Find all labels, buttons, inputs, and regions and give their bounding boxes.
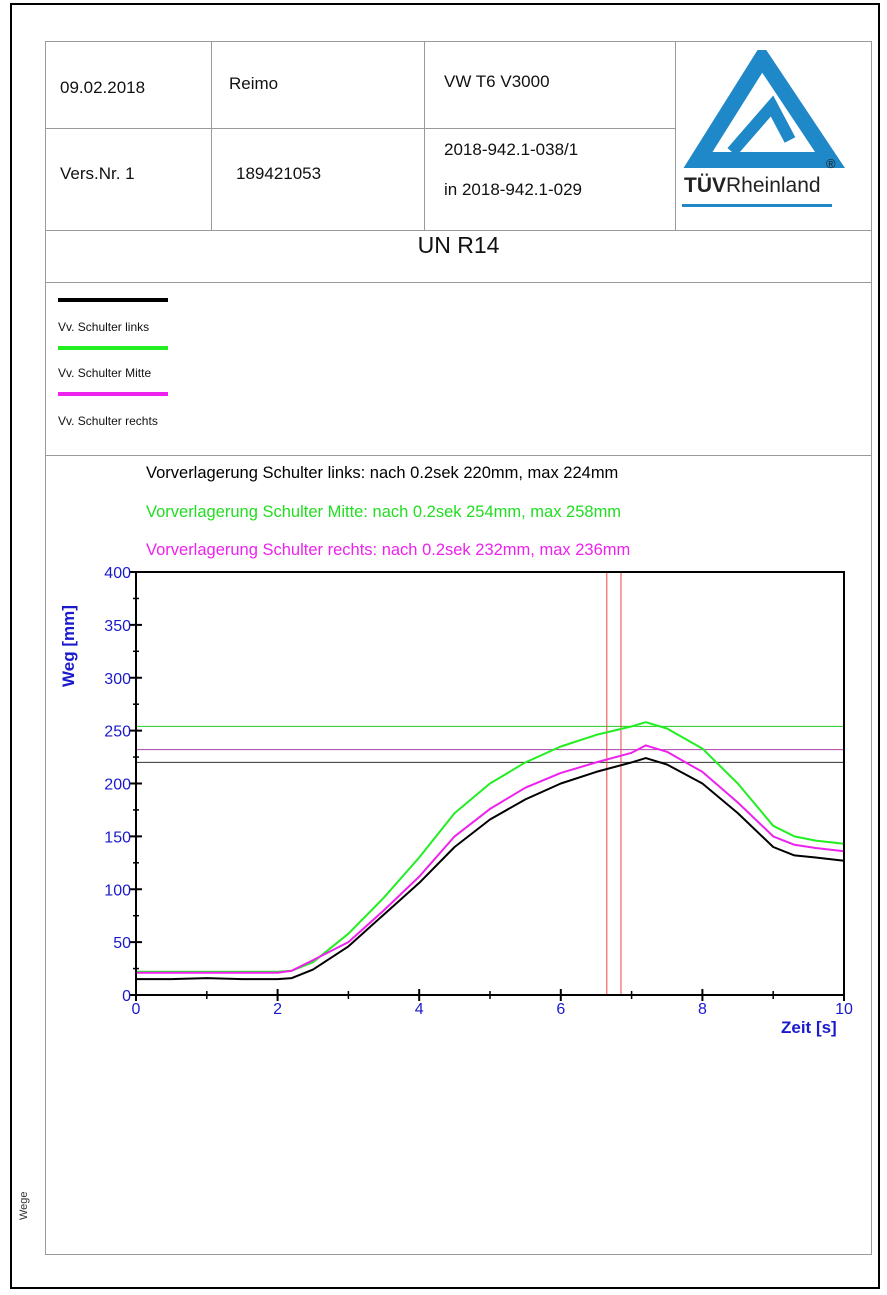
header-divider <box>46 128 675 129</box>
report-title: UN R14 <box>417 232 500 258</box>
y-axis-label: Weg [mm] <box>59 605 78 687</box>
x-tick-label: 0 <box>132 1001 141 1018</box>
stat-links: Vorverlagerung Schulter links: nach 0.2s… <box>146 464 619 482</box>
side-label: Wege <box>18 1191 30 1220</box>
series-line-1 <box>136 721 845 973</box>
x-tick-label: 6 <box>556 1001 565 1018</box>
header-divider <box>46 282 871 283</box>
logo-text: Rheinland <box>726 174 821 197</box>
y-tick-label: 400 <box>104 565 131 582</box>
y-tick-label: 350 <box>104 618 131 635</box>
tuv-triangle-icon <box>683 43 845 168</box>
legend-line-links <box>58 298 168 302</box>
header-divider <box>424 42 425 230</box>
y-tick-label: 0 <box>122 988 131 1005</box>
series-line-0 <box>136 757 845 981</box>
legend-label-rechts: Vv. Schulter rechts <box>58 414 158 428</box>
report-reference: in 2018-942.1-029 <box>444 180 583 199</box>
x-tick-label: 8 <box>698 1001 707 1018</box>
header-divider <box>675 42 676 230</box>
legend-line-mitte <box>58 346 168 350</box>
version-number: Vers.Nr. 1 <box>60 164 135 183</box>
stat-rechts: Vorverlagerung Schulter rechts: nach 0.2… <box>146 541 631 559</box>
legend-line-rechts <box>58 392 168 396</box>
order-number: 189421053 <box>236 164 322 183</box>
y-tick-label: 150 <box>104 829 131 846</box>
report-frame: 09.02.2018 Reimo VW T6 V3000 Vers.Nr. 1 … <box>18 41 872 1255</box>
y-tick-label: 200 <box>104 777 131 794</box>
logo-text-bold: TÜV <box>684 174 726 197</box>
test-date: 09.02.2018 <box>60 78 146 97</box>
y-tick-label: 300 <box>104 671 131 688</box>
series-line-2 <box>136 744 845 974</box>
legend-label-links: Vv. Schulter links <box>58 320 150 334</box>
legend-label-mitte: Vv. Schulter Mitte <box>58 366 152 380</box>
tuv-logo: TÜVRheinland ® <box>680 43 850 210</box>
registered-mark: ® <box>826 156 836 171</box>
y-tick-label: 100 <box>104 882 131 899</box>
company-name: Reimo <box>229 74 279 93</box>
header-divider <box>46 230 871 231</box>
y-tick-label: 50 <box>113 935 131 952</box>
x-tick-label: 4 <box>415 1001 424 1018</box>
y-tick-label: 250 <box>104 724 131 741</box>
stat-mitte: Vorverlagerung Schulter Mitte: nach 0.2s… <box>146 503 622 521</box>
vehicle-model: VW T6 V3000 <box>444 72 550 91</box>
x-tick-label: 2 <box>273 1001 282 1018</box>
logo-underline <box>682 204 832 207</box>
x-tick-label: 10 <box>835 1001 853 1018</box>
x-axis-label: Zeit [s] <box>781 1018 837 1037</box>
header-divider <box>46 455 871 456</box>
report-sheet: 09.02.2018 Reimo VW T6 V3000 Vers.Nr. 1 … <box>10 3 880 1289</box>
header-divider <box>211 42 212 230</box>
report-id: 2018-942.1-038/1 <box>444 140 579 159</box>
